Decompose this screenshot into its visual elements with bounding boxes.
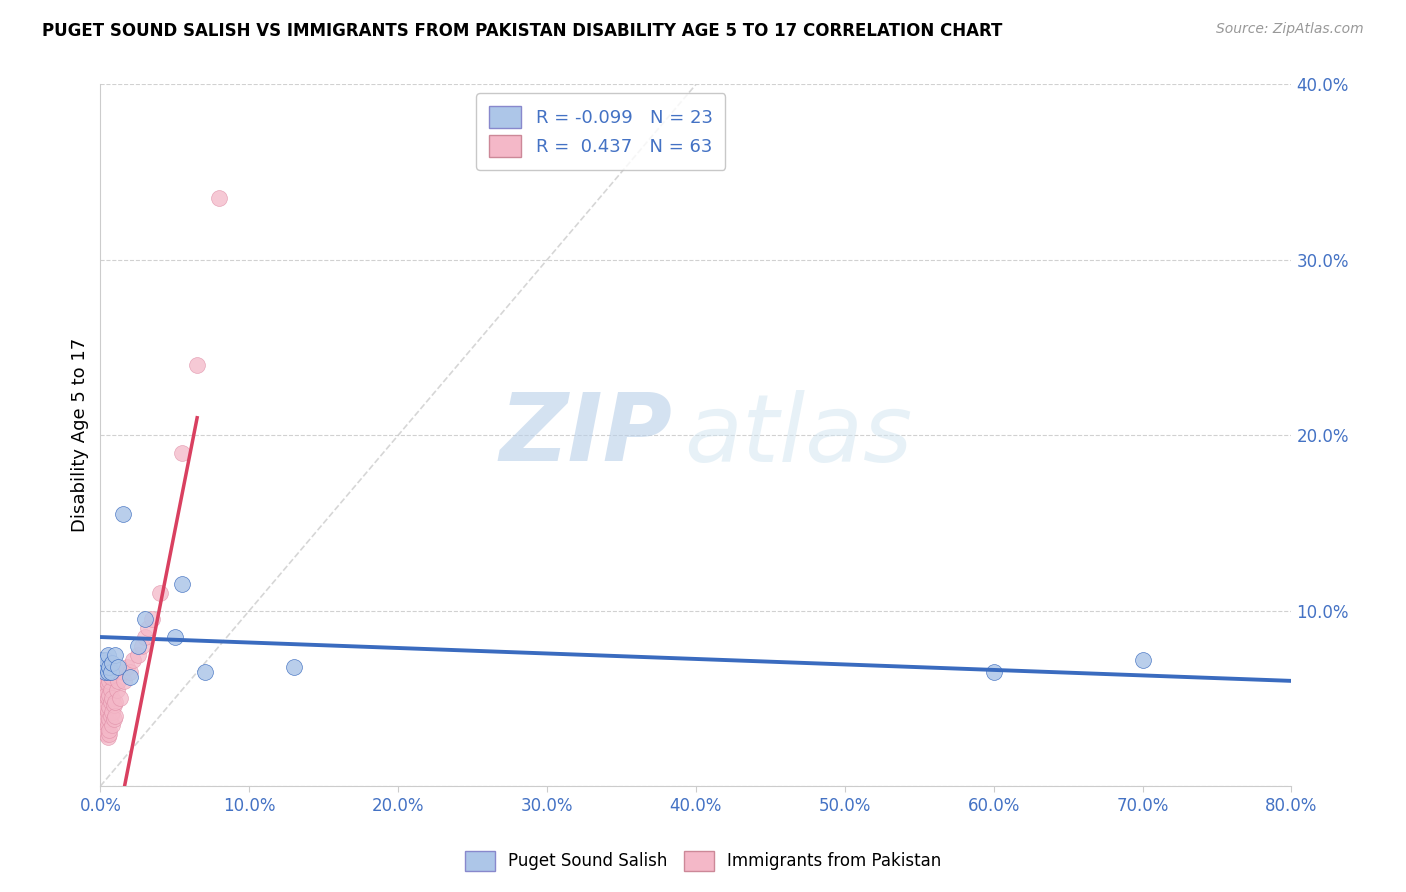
Point — [120, 665, 142, 679]
Point — [98, 713, 121, 727]
Point — [98, 700, 121, 714]
Point — [122, 653, 145, 667]
Point — [172, 577, 194, 591]
Point — [94, 695, 117, 709]
Point — [149, 586, 172, 600]
Point — [111, 665, 134, 679]
Point — [172, 446, 194, 460]
Point — [97, 691, 120, 706]
Point — [98, 723, 121, 737]
Point — [90, 695, 112, 709]
Point — [103, 698, 125, 713]
Point — [208, 191, 231, 205]
Point — [91, 717, 114, 731]
Point — [115, 660, 138, 674]
Point — [91, 677, 114, 691]
Point — [91, 691, 114, 706]
Point — [100, 682, 122, 697]
Point — [94, 682, 117, 697]
Point — [120, 670, 142, 684]
Point — [134, 612, 156, 626]
Point — [103, 713, 125, 727]
Point — [163, 630, 186, 644]
Point — [96, 688, 118, 702]
Point — [100, 709, 122, 723]
Point — [96, 726, 118, 740]
Point — [97, 665, 120, 679]
Point — [100, 695, 122, 709]
Point — [91, 706, 114, 720]
Point — [91, 665, 114, 679]
Point — [96, 713, 118, 727]
Point — [90, 660, 112, 674]
Point — [94, 670, 117, 684]
Point — [1132, 653, 1154, 667]
Point — [104, 695, 127, 709]
Point — [96, 660, 118, 674]
Point — [983, 665, 1005, 679]
Point — [107, 673, 129, 688]
Point — [105, 682, 128, 697]
Point — [127, 639, 149, 653]
Point — [134, 630, 156, 644]
Point — [131, 639, 153, 653]
Text: Source: ZipAtlas.com: Source: ZipAtlas.com — [1216, 22, 1364, 37]
Point — [98, 673, 121, 688]
Y-axis label: Disability Age 5 to 17: Disability Age 5 to 17 — [72, 338, 89, 533]
Point — [94, 660, 117, 674]
Point — [96, 700, 118, 714]
Point — [94, 717, 117, 731]
Point — [127, 648, 149, 662]
Point — [100, 670, 122, 684]
Point — [186, 358, 208, 372]
Point — [104, 648, 127, 662]
Point — [90, 709, 112, 723]
Point — [94, 709, 117, 723]
Point — [108, 691, 131, 706]
Point — [100, 665, 122, 679]
Point — [98, 688, 121, 702]
Text: atlas: atlas — [683, 390, 912, 481]
Text: ZIP: ZIP — [499, 389, 672, 482]
Point — [136, 621, 159, 635]
Point — [94, 706, 117, 720]
Legend: R = -0.099   N = 23, R =  0.437   N = 63: R = -0.099 N = 23, R = 0.437 N = 63 — [477, 94, 725, 170]
Point — [101, 706, 124, 720]
Point — [107, 660, 129, 674]
Point — [97, 706, 120, 720]
Point — [90, 657, 112, 671]
Point — [194, 665, 217, 679]
Point — [98, 660, 121, 674]
Point — [111, 507, 134, 521]
Point — [91, 657, 114, 671]
Point — [94, 665, 117, 679]
Point — [101, 691, 124, 706]
Point — [94, 723, 117, 737]
Point — [141, 612, 163, 626]
Point — [97, 677, 120, 691]
Point — [112, 673, 135, 688]
Point — [97, 665, 120, 679]
Point — [97, 717, 120, 731]
Point — [96, 653, 118, 667]
Point — [96, 673, 118, 688]
Text: PUGET SOUND SALISH VS IMMIGRANTS FROM PAKISTAN DISABILITY AGE 5 TO 17 CORRELATIO: PUGET SOUND SALISH VS IMMIGRANTS FROM PA… — [42, 22, 1002, 40]
Point — [97, 648, 120, 662]
Point — [97, 730, 120, 744]
Point — [90, 670, 112, 684]
Point — [90, 682, 112, 697]
Point — [104, 709, 127, 723]
Point — [90, 653, 112, 667]
Point — [283, 660, 305, 674]
Legend: Puget Sound Salish, Immigrants from Pakistan: Puget Sound Salish, Immigrants from Paki… — [456, 842, 950, 880]
Point — [101, 717, 124, 731]
Point — [101, 657, 124, 671]
Point — [98, 726, 121, 740]
